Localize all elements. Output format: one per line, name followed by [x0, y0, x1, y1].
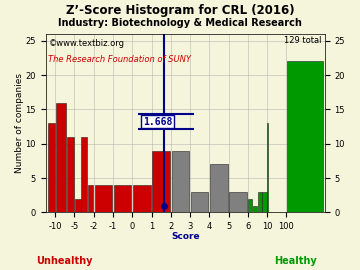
Bar [248, 199, 252, 212]
Bar [114, 185, 131, 212]
Bar [95, 185, 112, 212]
Text: 1.668: 1.668 [143, 117, 172, 127]
Bar [262, 192, 267, 212]
X-axis label: Score: Score [171, 232, 199, 241]
Bar [210, 164, 228, 212]
Text: Healthy: Healthy [274, 256, 317, 266]
Text: Z’-Score Histogram for CRL (2016): Z’-Score Histogram for CRL (2016) [66, 4, 294, 17]
Bar [48, 123, 55, 212]
Bar [253, 205, 257, 212]
Bar [67, 137, 74, 212]
Bar [56, 103, 66, 212]
Bar [258, 192, 262, 212]
Bar [75, 199, 81, 212]
Bar [87, 185, 94, 212]
Text: 129 total: 129 total [284, 36, 322, 45]
Text: Industry: Biotechnology & Medical Research: Industry: Biotechnology & Medical Resear… [58, 18, 302, 28]
Bar [229, 192, 247, 212]
Text: ©www.textbiz.org: ©www.textbiz.org [48, 39, 125, 48]
Bar [287, 61, 323, 212]
Bar [152, 151, 170, 212]
Text: Unhealthy: Unhealthy [36, 256, 93, 266]
Y-axis label: Number of companies: Number of companies [15, 73, 24, 173]
Bar [191, 192, 208, 212]
Text: The Research Foundation of SUNY: The Research Foundation of SUNY [48, 55, 192, 64]
Bar [81, 137, 87, 212]
Bar [171, 151, 189, 212]
Bar [267, 123, 268, 212]
Bar [133, 185, 151, 212]
